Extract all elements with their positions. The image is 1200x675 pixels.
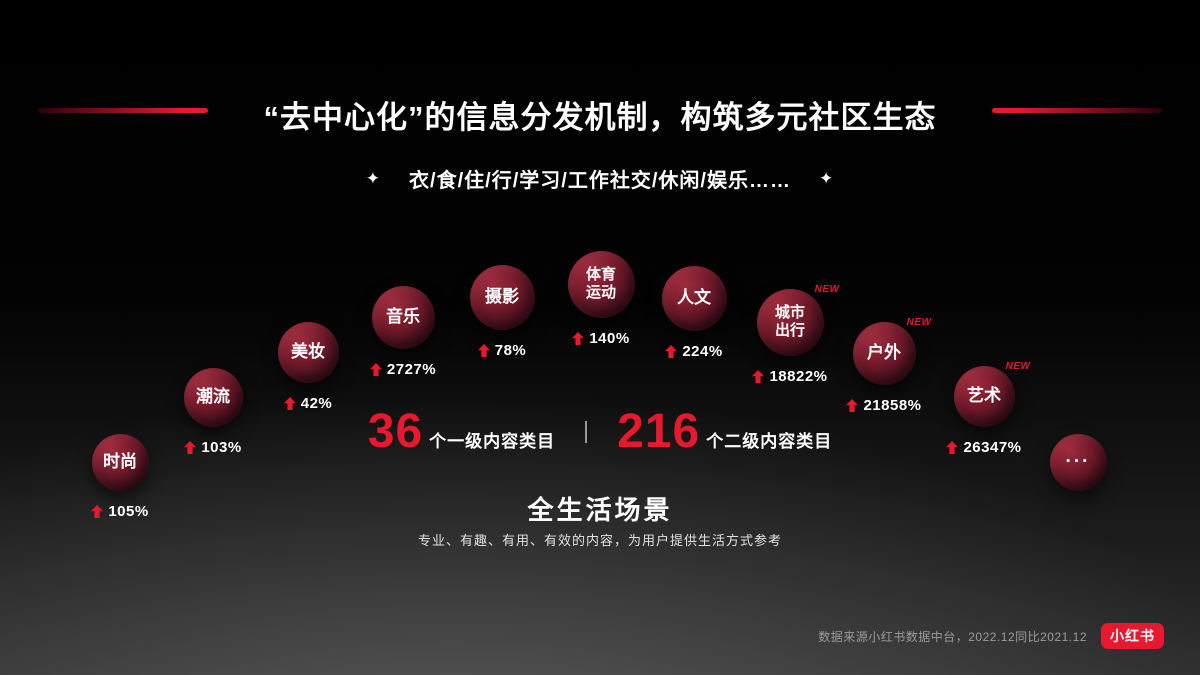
stat-secondary-label: 个二级内容类目	[706, 432, 833, 451]
category-label: 美妆	[291, 341, 325, 361]
bubble-circle: 摄影	[469, 264, 535, 330]
category-bubble: ···	[1049, 433, 1107, 491]
new-badge: NEW	[906, 316, 932, 328]
up-arrow-icon	[477, 343, 490, 357]
bubble-circle: 美妆	[277, 321, 339, 383]
bubble-circle: 时尚	[91, 433, 149, 491]
bubble-circle: 音乐	[371, 285, 435, 349]
growth-value: 105%	[108, 502, 149, 520]
category-label: 城市出行	[774, 304, 805, 339]
category-label: 潮流	[196, 386, 230, 406]
growth-row: 103%	[184, 439, 241, 456]
category-label: 音乐	[386, 306, 420, 326]
up-arrow-icon	[283, 396, 296, 410]
category-label: 摄影	[485, 286, 519, 306]
new-badge: NEW	[814, 283, 840, 295]
growth-row: 21858%	[846, 397, 921, 414]
up-arrow-icon	[846, 398, 859, 412]
growth-value: 103%	[201, 438, 242, 456]
xiaohongshu-logo: 小红书	[1101, 623, 1164, 649]
title-accent-line-right	[992, 108, 1162, 113]
growth-row: 224%	[665, 343, 722, 360]
bubble-circle: 户外	[852, 321, 916, 385]
new-badge: NEW	[1005, 360, 1031, 372]
category-label: 户外	[867, 342, 901, 362]
category-bubble: 美妆 42%	[277, 321, 339, 412]
growth-row: 2727%	[369, 360, 437, 378]
category-bubble: 体育运动 140%	[567, 250, 635, 347]
growth-row: 105%	[91, 503, 148, 520]
growth-row: 78%	[477, 341, 527, 359]
sparkle-icon: ✦	[365, 168, 382, 188]
category-bubble: NEW 艺术 26347%	[946, 361, 1030, 456]
up-arrow-icon	[184, 440, 197, 454]
category-bubble: 音乐 2727%	[369, 285, 437, 378]
subtitle: ✦ 衣/食/住/行/学习/工作社交/休闲/娱乐…… ✦	[0, 164, 1200, 193]
growth-row: 140%	[572, 330, 629, 347]
growth-row: 42%	[283, 394, 333, 412]
growth-value: 2727%	[386, 360, 437, 378]
bubble-circle: 艺术	[953, 365, 1015, 427]
stat-primary: 36 个一级内容类目	[368, 404, 555, 459]
sparkle-icon: ✦	[818, 168, 835, 188]
category-bubble: 摄影 78%	[469, 264, 535, 359]
growth-value: 42%	[300, 394, 333, 412]
category-bubble: 时尚 105%	[91, 433, 149, 520]
up-arrow-icon	[91, 504, 104, 518]
growth-value: 224%	[682, 342, 723, 360]
stats-row: 36 个一级内容类目 216 个二级内容类目	[0, 404, 1200, 459]
stat-primary-count: 36	[367, 405, 424, 458]
growth-row: 18822%	[752, 368, 827, 385]
growth-row: 26347%	[946, 439, 1021, 456]
page-title: “去中心化”的信息分发机制，构筑多元社区生态	[263, 100, 937, 135]
bubble-circle: 体育运动	[567, 250, 635, 318]
bubble-circle: 城市出行	[756, 288, 824, 356]
category-label: 时尚	[103, 451, 137, 471]
data-source-note: 数据来源小红书数据中台，2022.12同比2021.12	[818, 629, 1087, 644]
growth-value: 21858%	[863, 396, 922, 414]
stat-primary-label: 个一级内容类目	[429, 432, 556, 451]
category-label: 体育运动	[585, 266, 616, 301]
growth-value: 18822%	[769, 367, 828, 385]
growth-value: 140%	[589, 329, 630, 347]
category-label: ···	[1065, 450, 1091, 472]
category-bubble: 潮流 103%	[183, 367, 243, 456]
footer: 数据来源小红书数据中台，2022.12同比2021.12 小红书	[818, 623, 1164, 649]
stats-divider	[585, 420, 588, 443]
up-arrow-icon	[752, 369, 765, 383]
subtitle-text: 衣/食/住/行/学习/工作社交/休闲/娱乐……	[409, 170, 791, 192]
growth-value: 78%	[494, 341, 527, 359]
category-bubble: 人文 224%	[661, 265, 727, 360]
category-label: 艺术	[967, 385, 1001, 405]
up-arrow-icon	[369, 362, 382, 376]
category-bubble: NEW 城市出行 18822%	[752, 284, 839, 385]
scene-title: 全生活场景	[527, 495, 673, 525]
scene-description: 专业、有趣、有用、有效的内容，为用户提供生活方式参考	[417, 533, 782, 548]
bubble-circle: 人文	[661, 265, 727, 331]
title-accent-line-left	[38, 108, 208, 113]
stat-secondary: 216 个二级内容类目	[617, 404, 832, 459]
bubble-circle: ···	[1049, 433, 1107, 491]
category-label: 人文	[677, 287, 711, 307]
up-arrow-icon	[572, 331, 585, 345]
up-arrow-icon	[665, 344, 678, 358]
growth-value: 26347%	[963, 438, 1022, 456]
category-bubble: NEW 户外 21858%	[846, 317, 931, 414]
stat-secondary-count: 216	[617, 405, 701, 458]
up-arrow-icon	[946, 440, 959, 454]
bubble-circle: 潮流	[183, 367, 243, 427]
